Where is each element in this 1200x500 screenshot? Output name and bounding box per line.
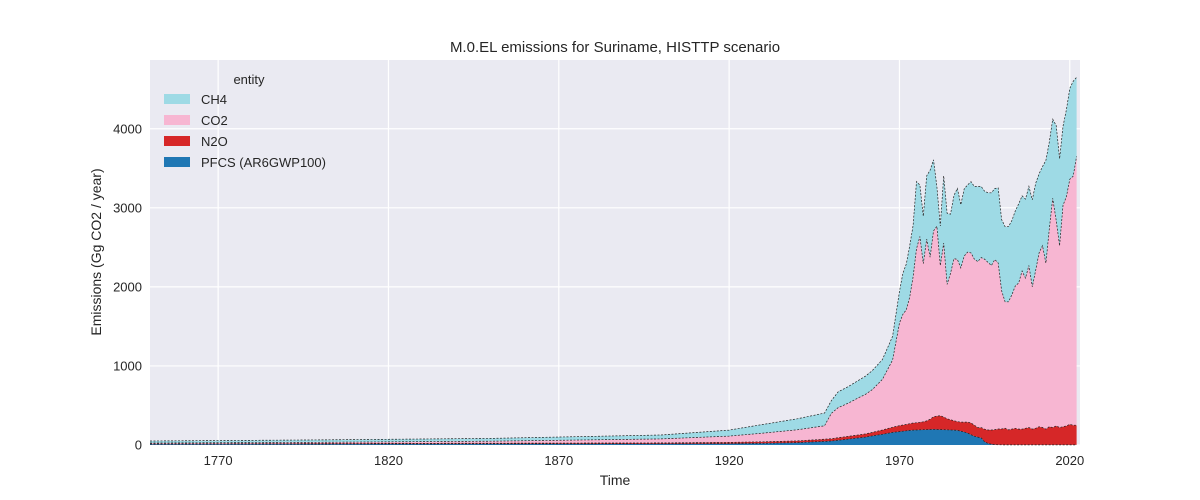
legend-label-co2: CO2	[201, 113, 228, 128]
line-co2	[149, 156, 1077, 444]
y-tick-label: 2000	[113, 279, 142, 294]
y-axis-label: Emissions (Gg CO2 / year)	[88, 168, 104, 335]
x-tick-label: 1820	[374, 453, 403, 468]
series-boundary-lines	[149, 77, 1077, 446]
y-tick-label: 0	[135, 438, 142, 453]
x-tick-label: 2020	[1055, 453, 1084, 468]
legend-swatch-pfcs-ar6gwp100	[164, 157, 190, 167]
x-axis-label: Time	[600, 472, 631, 488]
y-tick-label: 4000	[113, 121, 142, 136]
x-tick-label: 1920	[715, 453, 744, 468]
x-axis-ticks: 1770 1820 1870 1920 1970 2020	[204, 453, 1085, 468]
legend-swatch-co2	[164, 115, 190, 125]
legend-label-ch4: CH4	[201, 92, 227, 107]
y-tick-label: 3000	[113, 200, 142, 215]
area-co2	[150, 156, 1077, 444]
line-pfcs-ar6gwp100	[149, 429, 1077, 446]
legend-label-n2o: N2O	[201, 134, 228, 149]
area-pfcs-ar6gwp100	[150, 429, 1077, 445]
legend-swatch-n2o	[164, 136, 190, 146]
area-n2o	[150, 415, 1077, 445]
legend: entity CH4 CO2 N2O PFCS (AR6GWP100)	[164, 72, 326, 170]
line-n2o	[149, 415, 1077, 445]
stacked-areas	[150, 77, 1077, 445]
x-tick-label: 1870	[544, 453, 573, 468]
legend-label-pfcs-ar6gwp100: PFCS (AR6GWP100)	[201, 155, 326, 170]
legend-title: entity	[233, 72, 265, 87]
chart-title: M.0.EL emissions for Suriname, HISTTP sc…	[450, 39, 780, 56]
y-axis-ticks: 0 1000 2000 3000 4000	[113, 121, 142, 452]
y-tick-label: 1000	[113, 358, 142, 373]
x-tick-label: 1970	[885, 453, 914, 468]
x-tick-label: 1770	[204, 453, 233, 468]
legend-swatch-ch4	[164, 94, 190, 104]
